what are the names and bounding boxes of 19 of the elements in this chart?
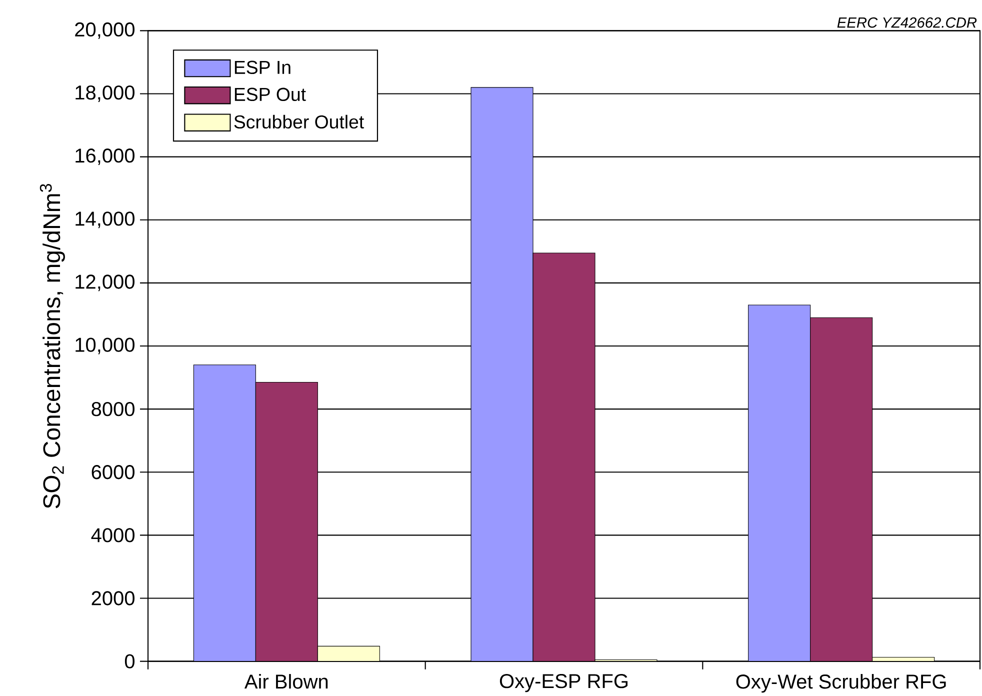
y-tick-label: 20,000 xyxy=(75,22,134,39)
y-tick-label: 6000 xyxy=(92,465,134,480)
y-tick-label: 8000 xyxy=(92,402,134,416)
x-tick-label: Oxy-Wet Scrubber RFG xyxy=(736,674,946,693)
y-tick-label: 2000 xyxy=(92,591,134,606)
y-tick-label: 14,000 xyxy=(76,212,134,228)
y-axis-title: SO$_{2}$ Concentrations, mg/dNm$^{3}$ xyxy=(40,184,65,508)
y-tick-label: 10,000 xyxy=(76,338,134,354)
text: EERC YZ42662.CDR xyxy=(837,17,977,28)
y-tick-label: 16,000 xyxy=(76,148,134,166)
legend-label: ESP Out xyxy=(234,88,306,102)
y-tick-label: 12,000 xyxy=(76,274,134,292)
y-tick-label: 0 xyxy=(124,654,135,668)
y-tick-label: 18,000 xyxy=(76,85,134,102)
x-tick-label: Air Blown xyxy=(244,674,328,689)
x-tick-label: Oxy-ESP RFG xyxy=(500,674,628,692)
legend-label: ESP In xyxy=(234,60,290,74)
y-tick-label: 4000 xyxy=(91,528,134,542)
legend-label: Scrubber Outlet xyxy=(234,114,364,129)
